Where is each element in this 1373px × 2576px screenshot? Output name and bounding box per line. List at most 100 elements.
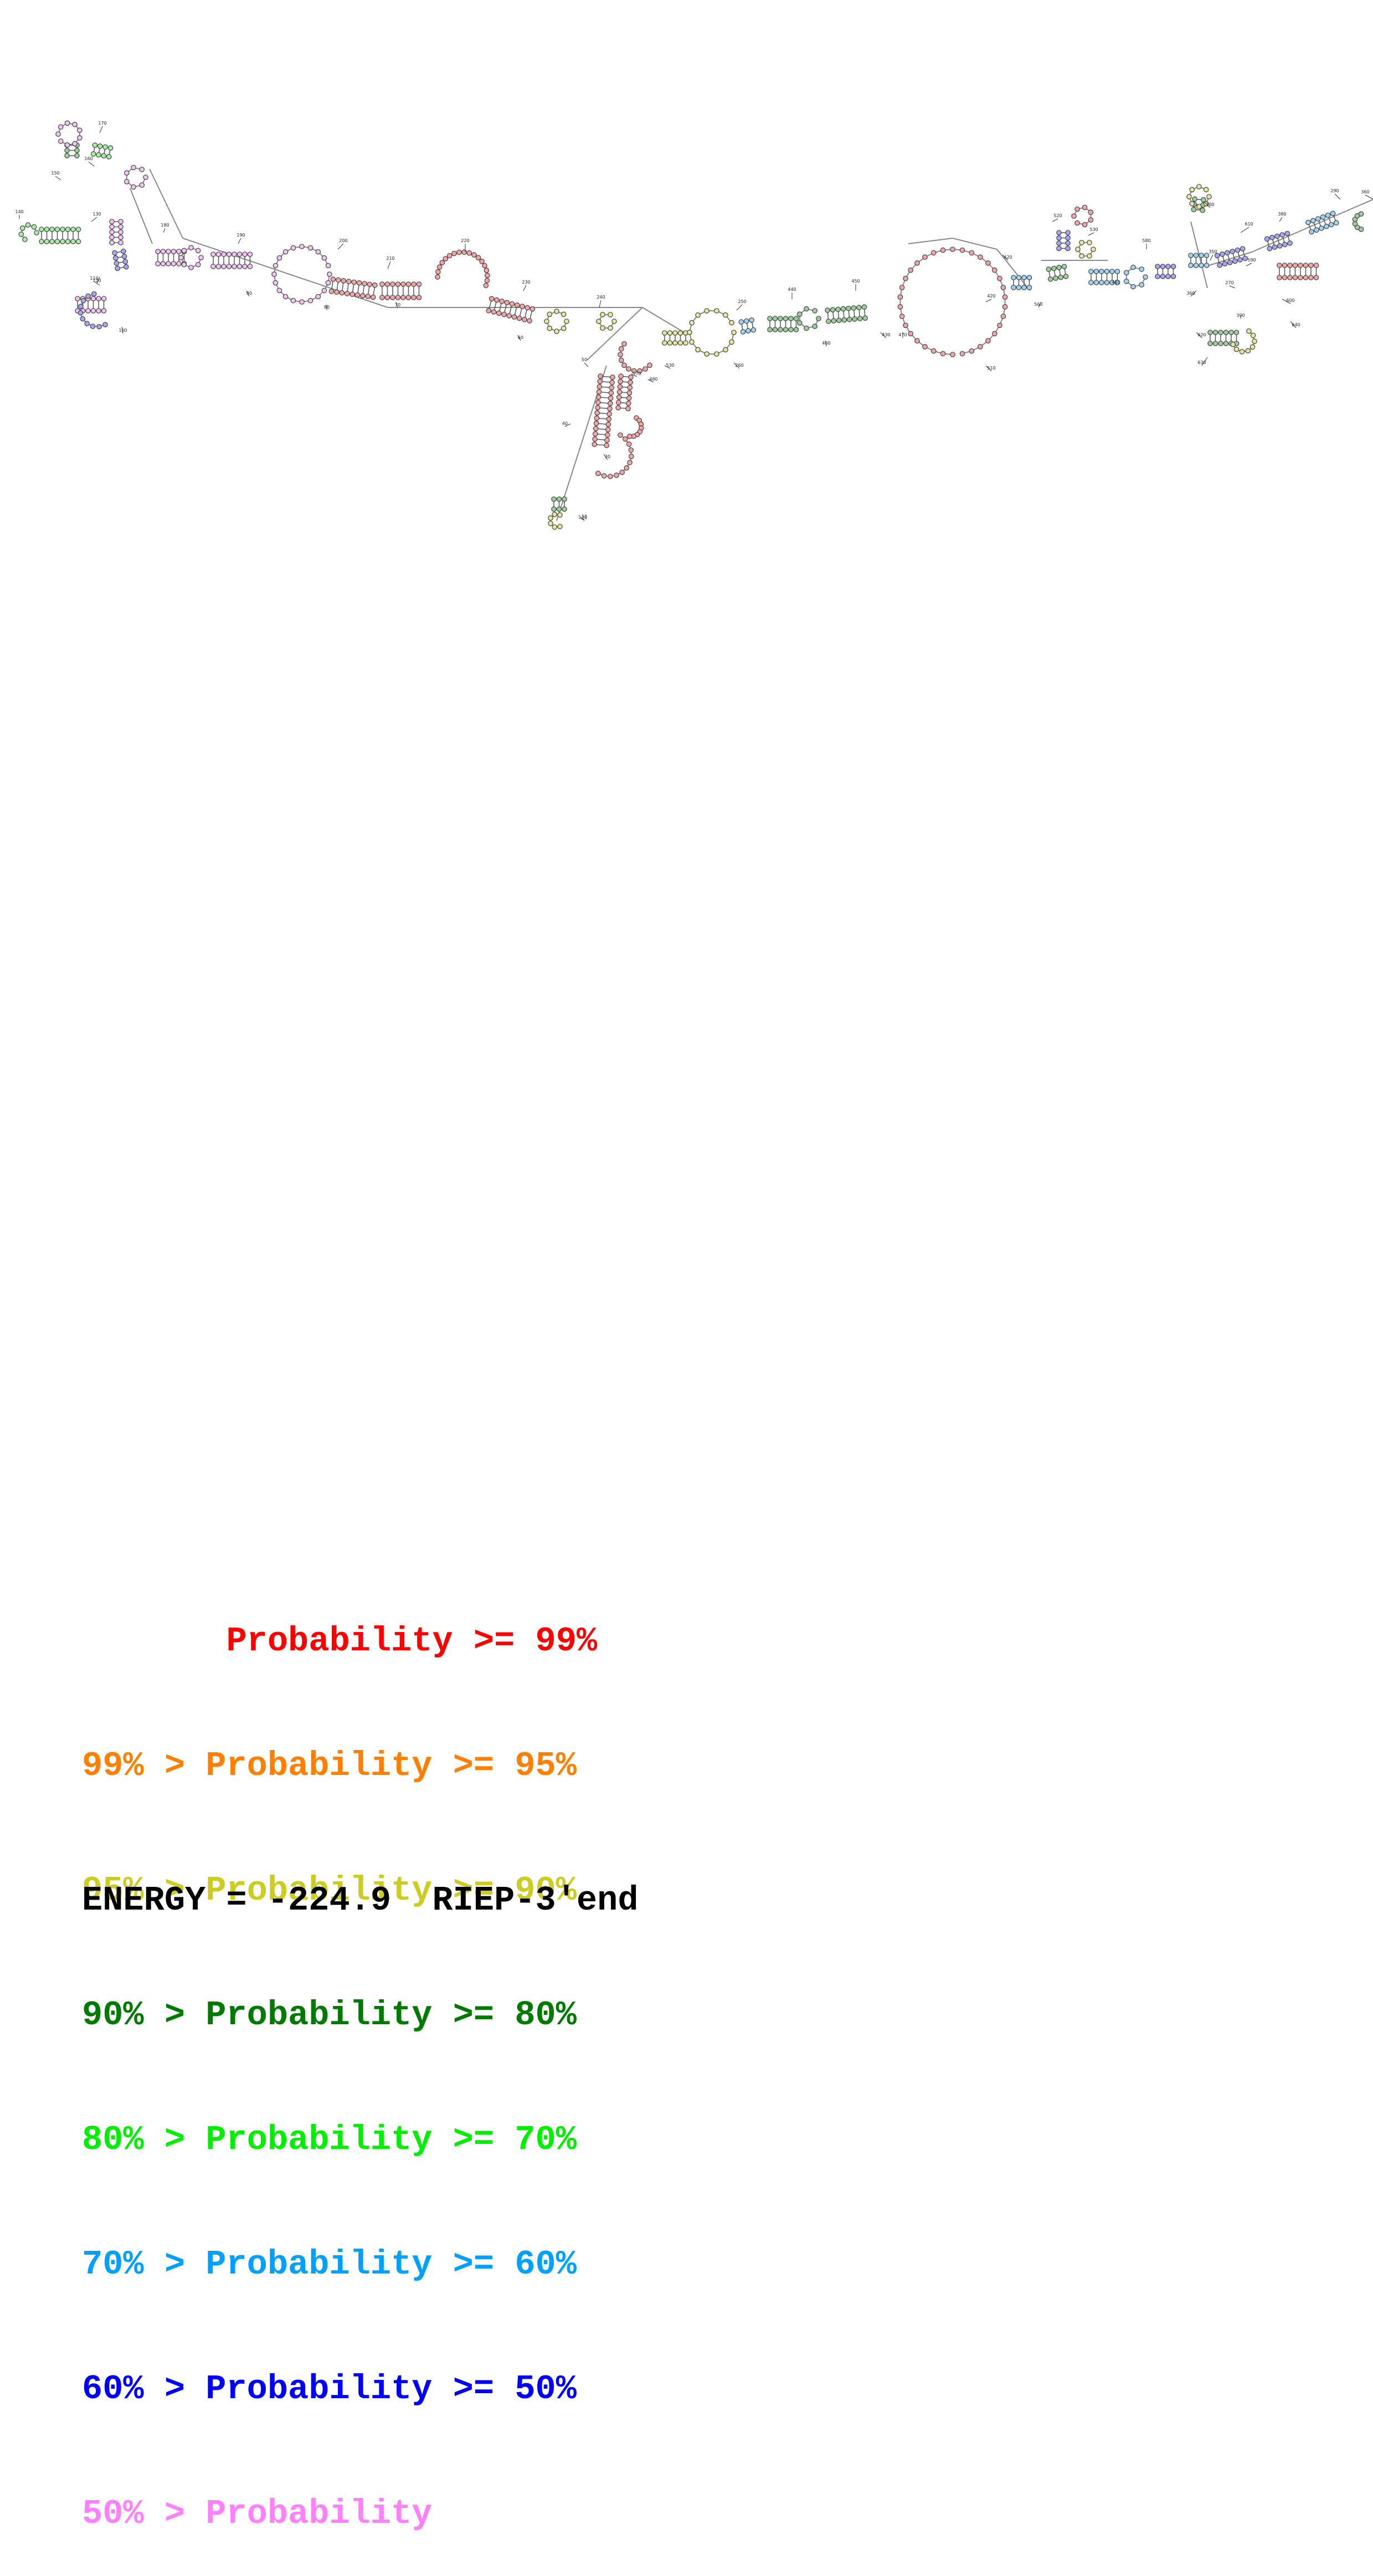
- nucleotide-61: [123, 259, 127, 264]
- nucleotide-244: [608, 401, 613, 406]
- nucleotide-294: [552, 525, 557, 529]
- nucleotide-386: [915, 338, 919, 343]
- nucleotide-533: [1240, 247, 1245, 251]
- nucleotide-170: [385, 282, 389, 286]
- nucleotide-13: [73, 141, 77, 146]
- nucleotide-526: [1228, 260, 1232, 265]
- nucleotide-82: [79, 304, 83, 309]
- nucleotide-227: [612, 319, 616, 324]
- nucleotide-431: [1062, 264, 1066, 269]
- nucleotide-94: [156, 249, 160, 254]
- nucleotide-155: [345, 291, 349, 296]
- nucleotide-210: [510, 301, 514, 306]
- nucleotide-385: [923, 345, 927, 349]
- position-label: 230: [522, 280, 530, 285]
- position-label: 110: [90, 276, 98, 281]
- nucleotide-248: [607, 412, 611, 416]
- nucleotide-556: [1283, 242, 1287, 247]
- nucleotide-316: [622, 342, 626, 346]
- nucleotide-574: [1353, 222, 1357, 226]
- nucleotide-441: [1075, 207, 1079, 211]
- position-tick: [1241, 227, 1249, 233]
- nucleotide-497: [1190, 202, 1194, 206]
- backbone-segment: [642, 307, 684, 332]
- nucleotide-542: [1298, 275, 1303, 280]
- nucleotide-488: [1192, 197, 1197, 201]
- nucleotide-349: [773, 327, 777, 332]
- nucleotide-565: [1316, 217, 1320, 221]
- nucleotide-157: [350, 292, 354, 296]
- position-label: 50: [582, 357, 587, 362]
- nucleotide-237: [597, 384, 601, 389]
- nucleotide-396: [923, 255, 927, 259]
- nucleotide-195: [480, 259, 484, 264]
- nucleotide-181: [416, 295, 421, 300]
- nucleotide-313: [619, 358, 624, 362]
- nucleotide-162: [362, 281, 367, 286]
- nucleotide-260: [604, 443, 609, 448]
- nucleotide-509: [1223, 330, 1228, 335]
- nucleotide-200: [484, 283, 488, 288]
- nucleotide-209: [507, 314, 511, 318]
- nucleotide-398: [940, 248, 945, 252]
- nucleotide-81: [78, 310, 83, 315]
- nucleotide-403: [986, 261, 990, 265]
- position-label: 470: [898, 332, 907, 337]
- nucleotide-129: [327, 272, 332, 276]
- nucleotide-208: [505, 300, 509, 305]
- nucleotide-38: [76, 239, 80, 244]
- nucleotide-121: [232, 264, 236, 269]
- nucleotide-45: [34, 230, 39, 235]
- nucleotide-312: [622, 363, 626, 367]
- nucleotide-558: [1288, 241, 1292, 245]
- nucleotide-95: [161, 261, 165, 266]
- nucleotide-254: [606, 427, 610, 432]
- nucleotide-368: [831, 319, 836, 323]
- position-label: 160: [84, 156, 92, 161]
- position-label: 100: [119, 328, 127, 333]
- position-tick: [238, 238, 241, 244]
- nucleotide-530: [1238, 258, 1242, 262]
- nucleotide-390: [898, 305, 902, 309]
- nucleotide-194: [476, 255, 480, 260]
- position-label: 80: [324, 305, 330, 310]
- nucleotide-409: [1001, 314, 1005, 319]
- nucleotide-132: [316, 294, 320, 299]
- nucleotide-373: [841, 306, 845, 311]
- nucleotide-344: [744, 319, 749, 323]
- nucleotide-546: [1309, 275, 1313, 280]
- nucleotide-525: [1220, 252, 1225, 256]
- nucleotide-215: [522, 317, 527, 322]
- nucleotide-257: [593, 437, 597, 441]
- nucleotide-127: [248, 264, 252, 269]
- nucleotide-325: [683, 341, 688, 345]
- position-label: 240: [596, 295, 605, 300]
- nucleotide-520: [1234, 347, 1238, 351]
- nucleotide-166: [373, 283, 377, 288]
- position-label: 450: [851, 279, 860, 284]
- nucleotide-321: [673, 341, 677, 345]
- legend-row-below-50: 50% > Probability: [82, 2493, 597, 2534]
- nucleotide-10: [73, 122, 77, 127]
- nucleotide-21: [103, 145, 107, 149]
- nucleotide-522: [1217, 263, 1222, 268]
- nucleotide-417: [1011, 275, 1016, 280]
- nucleotide-116: [216, 252, 220, 256]
- nucleotide-555: [1275, 234, 1279, 238]
- nucleotide-26: [44, 239, 49, 244]
- nucleotide-471: [1139, 267, 1144, 271]
- nucleotide-23: [108, 146, 112, 150]
- nucleotides: [19, 121, 1364, 530]
- nucleotide-272: [626, 401, 631, 406]
- nucleotide-101: [177, 261, 181, 266]
- nucleotide-75: [101, 296, 106, 301]
- position-tick: [388, 261, 390, 269]
- nucleotide-484: [1199, 263, 1204, 268]
- nucleotide-552: [1272, 245, 1277, 249]
- nucleotide-177: [406, 295, 410, 300]
- nucleotide-211: [512, 315, 516, 319]
- nucleotide-384: [932, 348, 936, 353]
- nucleotide-136: [283, 294, 287, 299]
- nucleotide-445: [1082, 222, 1087, 227]
